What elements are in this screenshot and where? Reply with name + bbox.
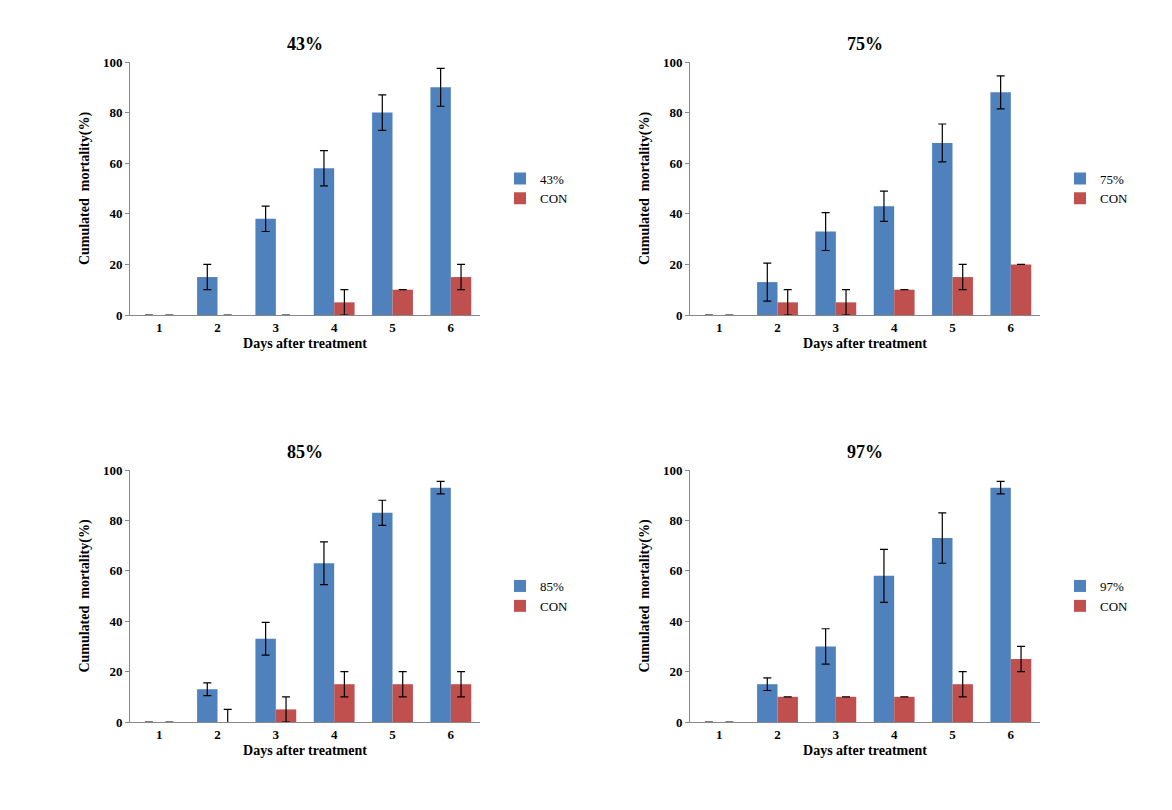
- svg-text:80: 80: [109, 513, 122, 528]
- svg-text:2: 2: [774, 320, 781, 335]
- svg-text:80: 80: [669, 513, 682, 528]
- svg-text:85%: 85%: [540, 579, 564, 594]
- svg-text:CON: CON: [540, 599, 568, 614]
- svg-text:4: 4: [891, 727, 898, 742]
- svg-text:Days after treatment: Days after treatment: [243, 336, 367, 351]
- svg-text:60: 60: [669, 156, 682, 171]
- svg-text:97%: 97%: [847, 442, 883, 462]
- svg-text:4: 4: [331, 727, 338, 742]
- svg-text:5: 5: [949, 320, 956, 335]
- svg-text:75%: 75%: [847, 34, 883, 54]
- svg-text:5: 5: [389, 727, 396, 742]
- svg-text:4: 4: [331, 320, 338, 335]
- svg-text:CON: CON: [540, 191, 568, 206]
- svg-text:5: 5: [389, 320, 396, 335]
- svg-text:1: 1: [156, 727, 163, 742]
- svg-text:Days after treatment: Days after treatment: [803, 743, 927, 758]
- svg-text:CON: CON: [1100, 191, 1128, 206]
- svg-text:75%: 75%: [1100, 172, 1124, 187]
- svg-text:40: 40: [109, 206, 122, 221]
- svg-text:80: 80: [109, 105, 122, 120]
- svg-text:3: 3: [273, 320, 280, 335]
- svg-text:60: 60: [109, 563, 122, 578]
- svg-text:3: 3: [273, 727, 280, 742]
- svg-text:6: 6: [448, 320, 455, 335]
- svg-text:80: 80: [669, 105, 682, 120]
- svg-text:20: 20: [109, 257, 122, 272]
- svg-text:100: 100: [663, 55, 683, 70]
- svg-text:2: 2: [214, 320, 221, 335]
- svg-text:1: 1: [716, 320, 723, 335]
- svg-text:20: 20: [109, 664, 122, 679]
- svg-text:Cumulated mortality(%): Cumulated mortality(%): [637, 112, 653, 266]
- svg-text:4: 4: [891, 320, 898, 335]
- svg-text:1: 1: [156, 320, 163, 335]
- svg-text:6: 6: [1008, 727, 1015, 742]
- svg-text:Cumulated mortality(%): Cumulated mortality(%): [77, 112, 93, 266]
- svg-text:0: 0: [676, 715, 683, 730]
- svg-text:43%: 43%: [287, 34, 323, 54]
- svg-text:97%: 97%: [1100, 579, 1124, 594]
- svg-text:CON: CON: [1100, 599, 1128, 614]
- svg-text:43%: 43%: [540, 172, 564, 187]
- svg-text:2: 2: [774, 727, 781, 742]
- svg-text:40: 40: [109, 614, 122, 629]
- svg-text:Cumulated mortality(%): Cumulated mortality(%): [637, 519, 653, 673]
- svg-text:6: 6: [1008, 320, 1015, 335]
- svg-text:2: 2: [214, 727, 221, 742]
- svg-text:0: 0: [116, 308, 123, 323]
- svg-text:6: 6: [448, 727, 455, 742]
- svg-text:0: 0: [676, 308, 683, 323]
- svg-text:0: 0: [116, 715, 123, 730]
- svg-text:40: 40: [669, 614, 682, 629]
- svg-text:3: 3: [833, 320, 840, 335]
- svg-text:Cumulated mortality(%): Cumulated mortality(%): [77, 519, 93, 673]
- svg-text:20: 20: [669, 257, 682, 272]
- svg-text:3: 3: [833, 727, 840, 742]
- svg-text:100: 100: [103, 463, 123, 478]
- svg-text:60: 60: [109, 156, 122, 171]
- svg-text:60: 60: [669, 563, 682, 578]
- svg-text:1: 1: [716, 727, 723, 742]
- svg-text:5: 5: [949, 727, 956, 742]
- svg-text:100: 100: [663, 463, 683, 478]
- svg-text:Days after treatment: Days after treatment: [243, 743, 367, 758]
- svg-text:100: 100: [103, 55, 123, 70]
- svg-text:85%: 85%: [287, 442, 323, 462]
- svg-text:40: 40: [669, 206, 682, 221]
- svg-text:Days after treatment: Days after treatment: [803, 336, 927, 351]
- svg-text:20: 20: [669, 664, 682, 679]
